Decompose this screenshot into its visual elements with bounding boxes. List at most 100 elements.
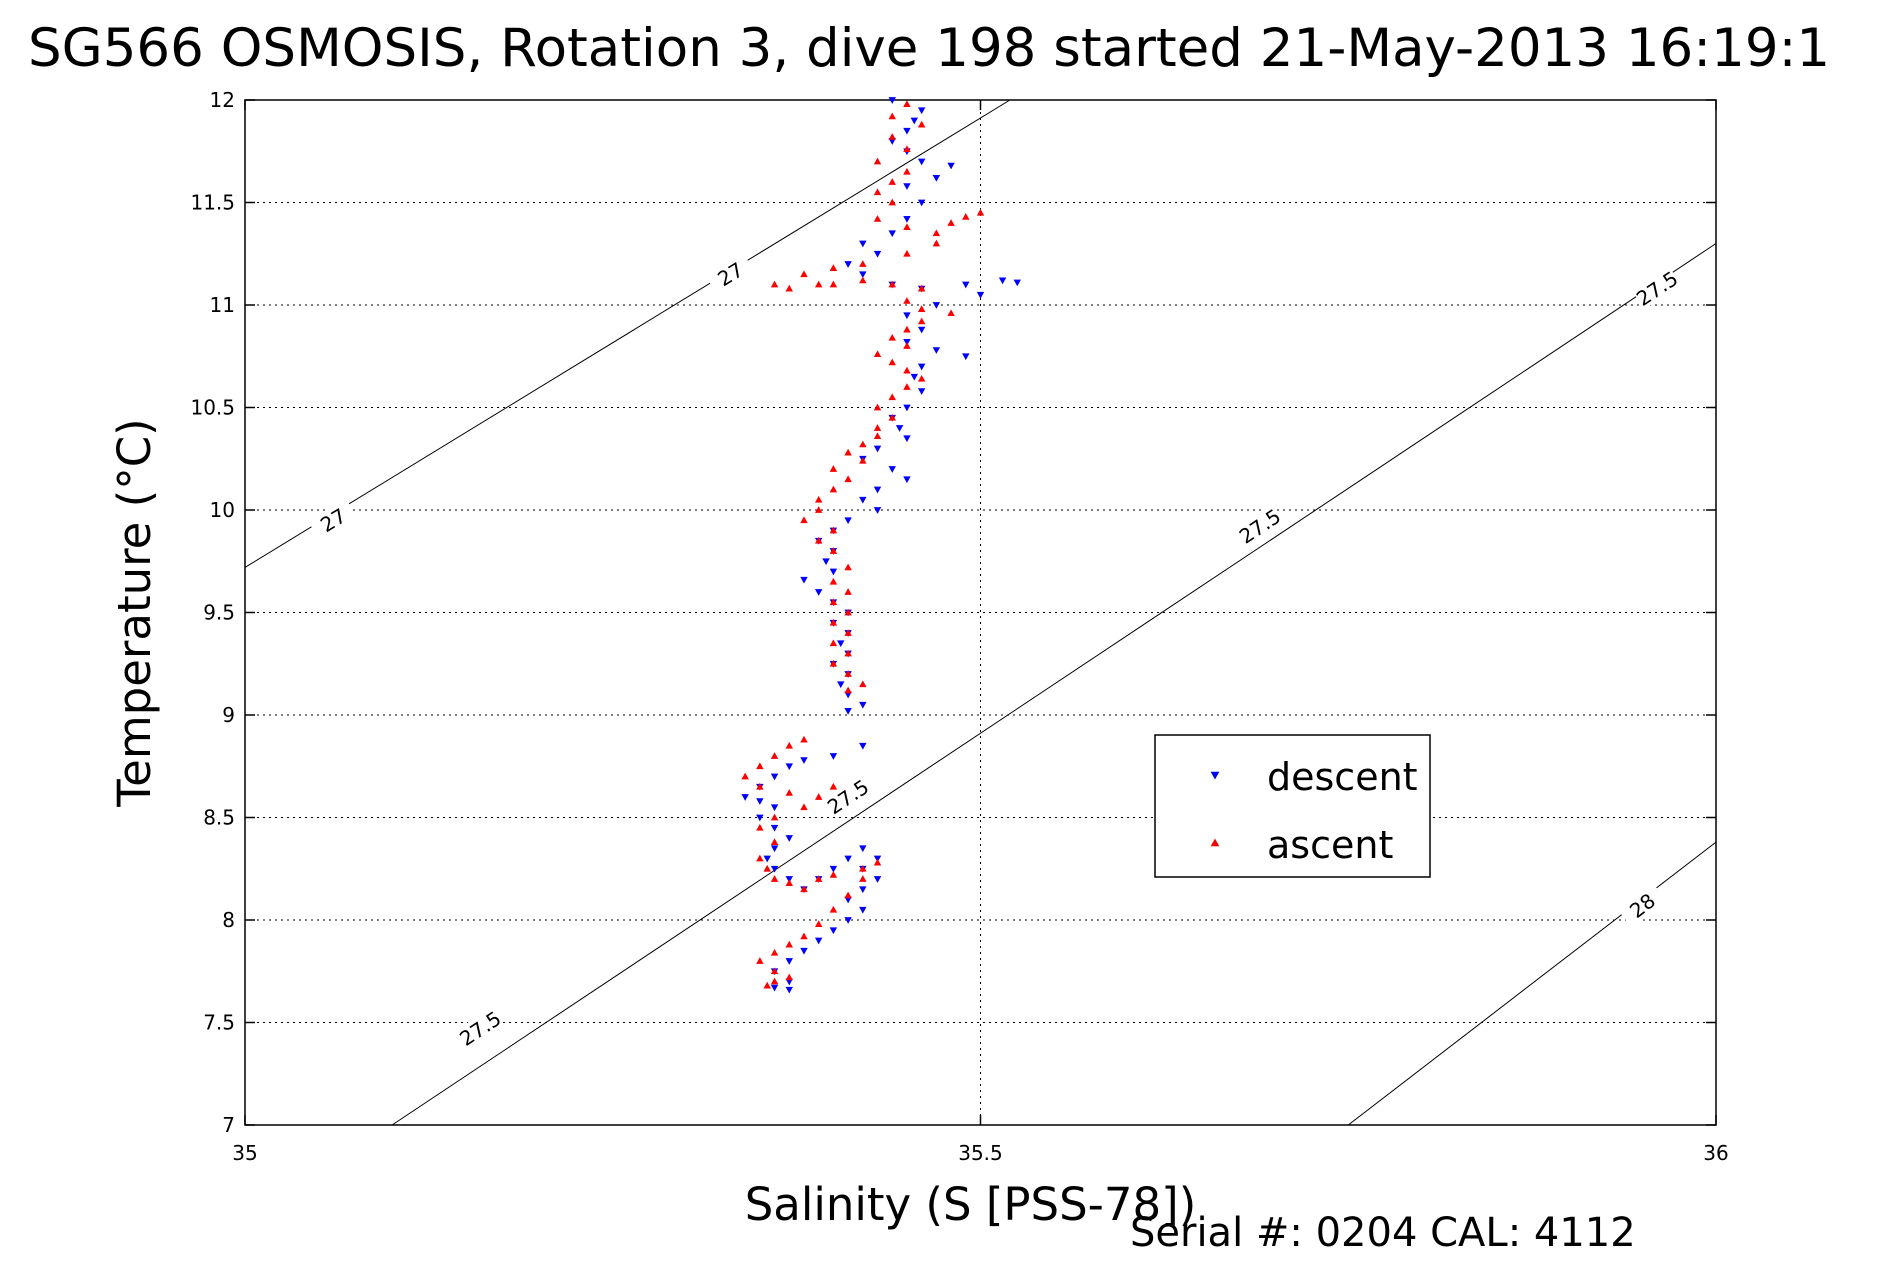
ascent-point — [763, 864, 771, 872]
ascent-point — [763, 981, 771, 989]
descent-point — [859, 271, 867, 279]
descent-point — [998, 277, 1007, 285]
ascent-point — [770, 838, 779, 845]
descent-point — [800, 947, 808, 955]
descent-point — [837, 640, 845, 648]
ascent-point — [770, 813, 779, 821]
ascent-point — [814, 280, 823, 288]
ascent-point — [903, 297, 911, 304]
ascent-point — [800, 516, 808, 524]
ascent-point — [888, 333, 896, 341]
ascent-point — [829, 264, 838, 271]
descent-point — [770, 804, 779, 812]
y-tick-label: 9 — [222, 703, 235, 727]
descent-point — [903, 404, 911, 412]
ascent-point — [829, 782, 838, 790]
ascent-point — [814, 875, 823, 882]
ascent-point — [829, 659, 838, 667]
contour-label-bg — [455, 1006, 505, 1050]
descent-point — [859, 845, 867, 853]
descent-point — [947, 162, 955, 170]
descent-point — [932, 302, 941, 309]
descent-point — [962, 353, 970, 361]
ascent-point — [770, 280, 779, 288]
ascent-point — [844, 686, 852, 694]
descent-point — [962, 281, 970, 289]
ascent-point — [962, 213, 970, 220]
descent-point — [873, 250, 882, 258]
descent-point — [917, 388, 926, 395]
contour-label-bg — [1617, 882, 1666, 927]
descent-point — [903, 312, 911, 320]
ascent-point — [800, 735, 808, 743]
ascent-point — [903, 325, 911, 333]
ascent-point — [976, 208, 985, 216]
descent-point — [932, 347, 941, 354]
descent-point — [873, 445, 882, 453]
ascent-point — [917, 317, 926, 325]
ascent-point — [903, 167, 911, 175]
y-tick-label: 8.5 — [203, 806, 235, 830]
legend-marker-glyph — [1210, 771, 1220, 780]
descent-point — [785, 763, 793, 771]
ascent-point — [903, 100, 911, 107]
descent-point — [859, 240, 867, 248]
ascent-point — [947, 219, 955, 226]
ascent-point — [844, 608, 852, 616]
ascent-point — [859, 875, 867, 882]
descent-point — [976, 291, 985, 299]
legend-box — [1154, 734, 1431, 878]
ascent-point — [770, 752, 779, 759]
descent-point — [873, 486, 882, 494]
ascent-point — [800, 803, 808, 811]
descent-point — [895, 425, 904, 432]
y-tick-label: 8 — [222, 908, 235, 932]
descent-point — [859, 742, 867, 750]
ascent-point — [829, 618, 838, 626]
x-tick-label: 36 — [1703, 1141, 1728, 1165]
contour-label-bg — [1632, 266, 1682, 310]
y-tick-label: 9.5 — [203, 601, 235, 625]
descent-point — [844, 261, 852, 268]
ascent-point — [756, 854, 764, 862]
ascent-point — [829, 465, 838, 472]
ascent-point — [917, 305, 926, 312]
ascent-point — [756, 782, 764, 790]
contour-line-27 — [244, 99, 1011, 568]
ascent-point — [756, 823, 764, 831]
descent-point — [1013, 279, 1021, 287]
ascent-point — [873, 432, 882, 440]
y-tick-label: 7 — [222, 1113, 235, 1137]
ascent-point — [873, 403, 882, 411]
ascent-point — [844, 649, 852, 657]
ascent-point — [859, 864, 867, 872]
descent-point — [859, 496, 867, 504]
ascent-point — [859, 456, 867, 464]
descent-point — [844, 855, 852, 863]
ascent-point — [770, 967, 779, 975]
ascent-point — [932, 229, 941, 237]
ascent-point — [903, 366, 911, 374]
descent-point — [829, 753, 838, 760]
legend-label-descent: descent — [1267, 755, 1418, 799]
ascent-point — [829, 280, 838, 288]
ascent-point — [844, 891, 852, 899]
x-tick-label: 35.5 — [958, 1141, 1003, 1165]
ascent-point — [770, 977, 779, 985]
descent-point — [770, 824, 779, 832]
descent-point — [903, 183, 911, 190]
descent-point — [859, 906, 867, 914]
ascent-point — [888, 358, 896, 366]
ascent-point — [829, 485, 838, 493]
descent-point — [800, 757, 808, 764]
legend-label-ascent: ascent — [1267, 823, 1393, 867]
descent-point — [756, 798, 764, 805]
contour-label-bg — [823, 774, 872, 818]
y-tick-label: 11.5 — [190, 191, 235, 215]
descent-point — [770, 984, 779, 992]
ascent-point — [844, 629, 852, 636]
descent-point — [829, 865, 838, 873]
contour-label-bg — [705, 252, 755, 295]
descent-point — [800, 576, 808, 584]
ascent-point — [873, 424, 882, 431]
